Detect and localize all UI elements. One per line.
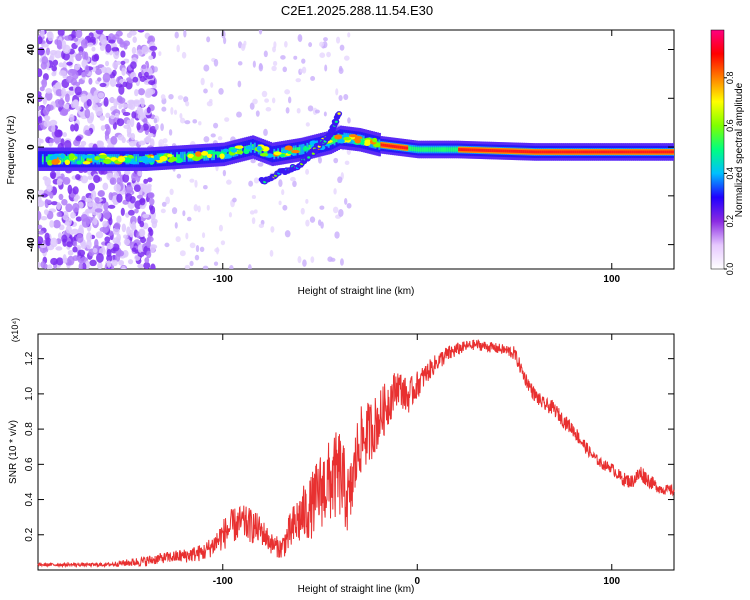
colorbar-tick-label: 0.0 [725, 263, 735, 276]
y-tick-label: -20 [26, 188, 37, 203]
y-tick-label: 1.2 [24, 351, 35, 365]
colorbar-label: Normalized spectral amplitude [734, 82, 745, 217]
y-tick-label: 20 [26, 92, 37, 104]
snr-x-axis-label: Height of straight line (km) [298, 584, 415, 595]
spectrogram-x-ticks: -100 100 [213, 30, 621, 285]
colorbar [710, 29, 725, 270]
snr-scale-label: (x10⁴) [10, 318, 20, 342]
y-tick-label: 0.8 [24, 422, 35, 436]
colorbar-tick-label: 0.2 [725, 215, 735, 228]
x-tick-label: 100 [603, 576, 620, 587]
y-tick-label: 1.0 [24, 386, 35, 400]
y-tick-label: 0.4 [24, 492, 35, 506]
spectrogram-y-ticks: 40 20 0 -20 -40 [26, 44, 674, 252]
colorbar-tick-label: 0.4 [725, 167, 735, 180]
colorbar-ticks: 0.0 0.2 0.4 0.6 0.8 [724, 72, 735, 276]
x-tick-label: 100 [603, 274, 620, 285]
snr-plot-area [37, 333, 675, 571]
y-tick-label: 0.2 [24, 527, 35, 541]
spectrogram-x-axis-label: Height of straight line (km) [298, 286, 415, 297]
y-tick-label: -40 [26, 237, 37, 252]
y-tick-label: 0 [26, 144, 37, 150]
x-tick-label: -100 [213, 274, 233, 285]
figure-title: C2E1.2025.288.11.54.E30 [281, 3, 433, 18]
snr-y-ticks: 0.2 0.4 0.6 0.8 1.0 1.2 [24, 351, 674, 542]
colorbar-gradient [710, 29, 725, 270]
spectrogram-content [38, 30, 674, 269]
snr-series-line [37, 338, 675, 569]
x-tick-label: 0 [414, 576, 420, 587]
x-tick-label: -100 [213, 576, 233, 587]
spectrogram-y-axis-label: Frequency (Hz) [6, 116, 17, 185]
y-tick-label: 40 [26, 44, 37, 56]
colorbar-tick-label: 0.8 [725, 72, 735, 85]
y-tick-label: 0.6 [24, 457, 35, 471]
snr-x-ticks: -100 0 100 [213, 334, 621, 587]
snr-y-axis-label: SNR (10 * v/v) [8, 420, 19, 484]
colorbar-tick-label: 0.6 [725, 119, 735, 132]
